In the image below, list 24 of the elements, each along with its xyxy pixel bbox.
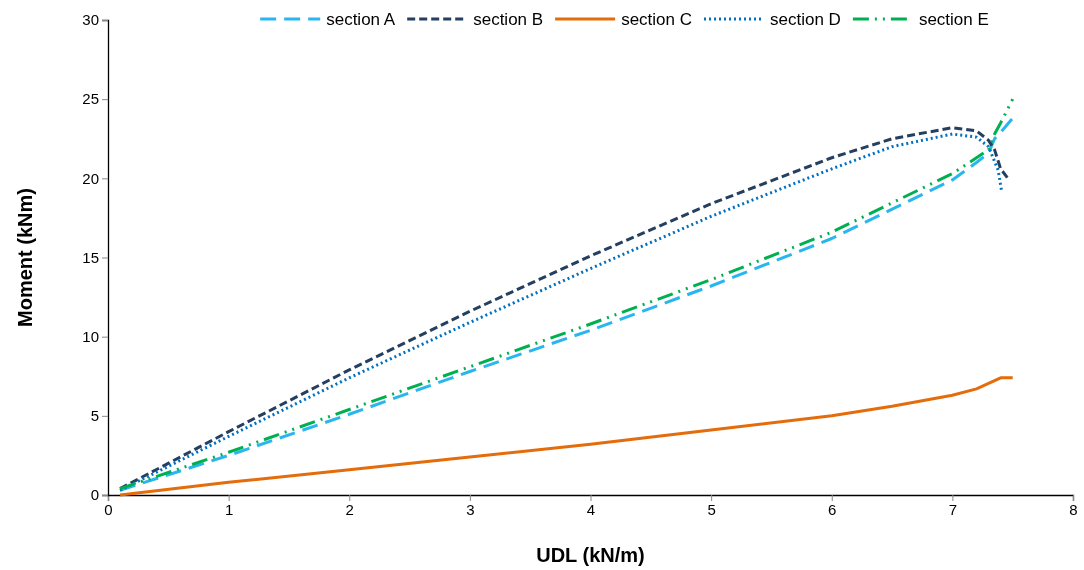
x-axis-title: UDL (kN/m) (536, 544, 645, 566)
legend-label: section C (621, 10, 692, 29)
legend-label: section A (326, 10, 396, 29)
x-tick-label: 2 (345, 500, 354, 518)
x-tick-label: 6 (828, 500, 837, 518)
y-axis-title: Moment (kNm) (14, 188, 36, 327)
line-series (118, 376, 1015, 497)
y-tick-label: 25 (82, 90, 99, 108)
y-tick-label: 20 (82, 169, 99, 187)
y-tick-label: 15 (82, 248, 99, 266)
x-tick-label: 3 (466, 500, 475, 518)
x-tick-label: 1 (224, 500, 234, 518)
y-tick-label: 10 (82, 327, 99, 345)
x-tick-label: 7 (948, 500, 958, 518)
legend-label: section D (770, 10, 841, 29)
y-tick-label: 30 (82, 11, 99, 29)
y-tick-label: 5 (90, 407, 99, 425)
x-tick-label: 4 (586, 500, 596, 518)
legend-label: section E (918, 10, 989, 29)
legend-label: section B (473, 10, 544, 29)
x-tick-label: 0 (104, 500, 113, 518)
y-tick-label: 0 (90, 486, 99, 504)
x-tick-label: 5 (707, 500, 716, 518)
x-tick-label: 8 (1069, 500, 1078, 518)
